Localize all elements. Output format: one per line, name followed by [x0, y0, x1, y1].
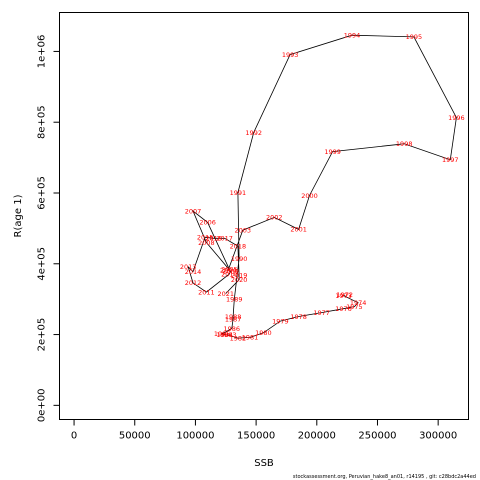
year-label: 2001: [290, 226, 307, 234]
year-label: 2007: [185, 207, 202, 215]
y-axis-title: R(age 1): [13, 194, 24, 237]
plot-frame: [59, 12, 469, 420]
year-label: 1996: [448, 114, 465, 122]
year-label: 1995: [406, 33, 423, 41]
year-label: 1990: [231, 255, 248, 263]
year-label: 1972: [336, 291, 353, 299]
year-label: 1977: [313, 309, 330, 317]
x-tick-label: 150000: [237, 431, 275, 442]
y-tick-label: 8e+05: [37, 105, 48, 139]
x-tick-label: 0: [71, 431, 77, 442]
year-label: 2002: [266, 214, 283, 222]
year-label: 2005: [221, 266, 238, 274]
year-label: 2006: [199, 219, 216, 227]
year-label: 1994: [344, 32, 361, 40]
year-label: 2019: [231, 271, 248, 279]
year-label: 2014: [185, 268, 202, 276]
year-label: 2018: [230, 242, 247, 250]
year-label: 2012: [185, 279, 202, 287]
y-tick-label: 1e+06: [37, 35, 48, 69]
year-label: 2003: [235, 227, 252, 235]
year-label: 1980: [255, 329, 272, 337]
year-label: 2000: [301, 192, 318, 200]
year-label: 1993: [282, 51, 299, 59]
y-tick-label: 2e+05: [37, 318, 48, 352]
x-tick-label: 50000: [119, 431, 151, 442]
year-label: 2020: [231, 276, 248, 284]
year-label: 2004: [220, 266, 237, 274]
year-label: 1987: [225, 315, 242, 323]
year-label: 2021: [218, 290, 235, 298]
year-label: 1986: [224, 325, 241, 333]
year-label: 1992: [245, 129, 262, 137]
x-tick-label: 100000: [176, 431, 214, 442]
x-tick-label: 300000: [419, 431, 457, 442]
x-tick-label: 200000: [298, 431, 336, 442]
year-label: 1991: [230, 189, 247, 197]
year-label: 1983: [220, 331, 237, 339]
year-label: 1982: [230, 334, 247, 342]
year-label: 1976: [335, 305, 352, 313]
x-axis-title: SSB: [254, 458, 274, 469]
year-label: 2017: [216, 235, 233, 243]
year-label: 2015: [197, 234, 214, 242]
year-label: 1985: [214, 330, 231, 338]
year-label: 1974: [350, 299, 367, 307]
year-label: 2011: [198, 288, 215, 296]
year-label: 2010: [221, 270, 238, 278]
x-tick-label: 250000: [358, 431, 396, 442]
year-label: 2016: [205, 235, 222, 243]
stock-recruitment-line: [187, 34, 457, 339]
year-label: 2009: [222, 268, 239, 276]
year-label: 2013: [180, 263, 197, 271]
year-label: 1999: [324, 148, 341, 156]
year-label: 1981: [242, 334, 259, 342]
year-label: 1978: [290, 313, 307, 321]
footer-attribution: stockassessment.org, Peruvian_hake8_an01…: [293, 474, 476, 480]
y-tick-label: 6e+05: [37, 176, 48, 210]
year-label: 1975: [346, 303, 363, 311]
x-axis: 0 50000 100000 150000 200000 250000 300000: [71, 419, 457, 442]
year-label: 1984: [216, 331, 233, 339]
year-label: 1979: [272, 317, 289, 325]
y-tick-label: 4e+05: [37, 247, 48, 281]
y-axis: 0e+00 2e+05 4e+05 6e+05 8e+05 1e+06: [37, 35, 60, 423]
year-label: 1973: [335, 292, 352, 300]
year-label: 2008: [198, 239, 215, 247]
y-tick-label: 0e+00: [37, 389, 48, 423]
year-label: 1997: [442, 156, 459, 164]
year-label: 1989: [226, 296, 243, 304]
year-label: 1988: [225, 313, 242, 321]
year-label: 1998: [396, 140, 413, 148]
